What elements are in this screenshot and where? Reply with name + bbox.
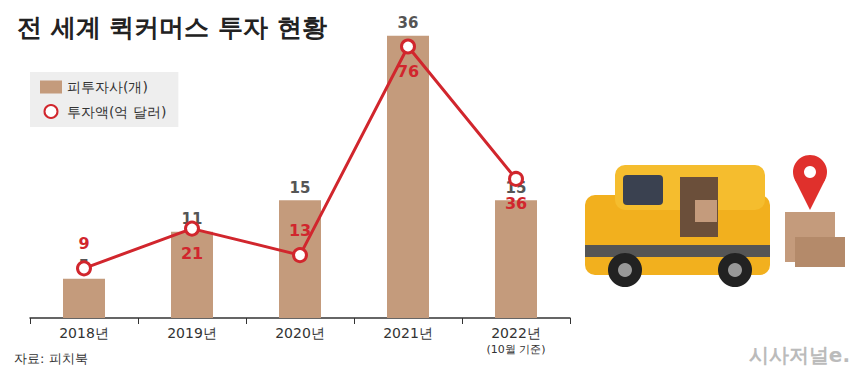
svg-text:시사저널e.: 시사저널e. [749,343,850,367]
svg-text:36: 36 [505,194,527,213]
svg-text:15: 15 [290,179,311,197]
svg-text:2022년: 2022년 [491,325,541,341]
svg-text:21: 21 [181,244,203,263]
svg-text:2021년: 2021년 [383,325,433,341]
svg-text:피투자사(개): 피투자사(개) [67,79,148,95]
svg-text:투자액(억 달러): 투자액(억 달러) [67,104,166,120]
svg-text:2019년: 2019년 [167,325,217,341]
svg-text:9: 9 [78,234,89,253]
svg-text:76: 76 [397,62,419,81]
svg-text:2020년: 2020년 [275,325,325,341]
svg-text:11: 11 [181,210,203,229]
svg-text:36: 36 [398,14,419,32]
svg-text:자료: 피치북: 자료: 피치북 [14,351,88,366]
svg-text:13: 13 [289,221,311,240]
svg-text:2018년: 2018년 [59,325,109,341]
svg-text:전 세계 퀵커머스 투자 현황: 전 세계 퀵커머스 투자 현황 [17,13,327,42]
svg-text:(10월 기준): (10월 기준) [486,343,545,356]
